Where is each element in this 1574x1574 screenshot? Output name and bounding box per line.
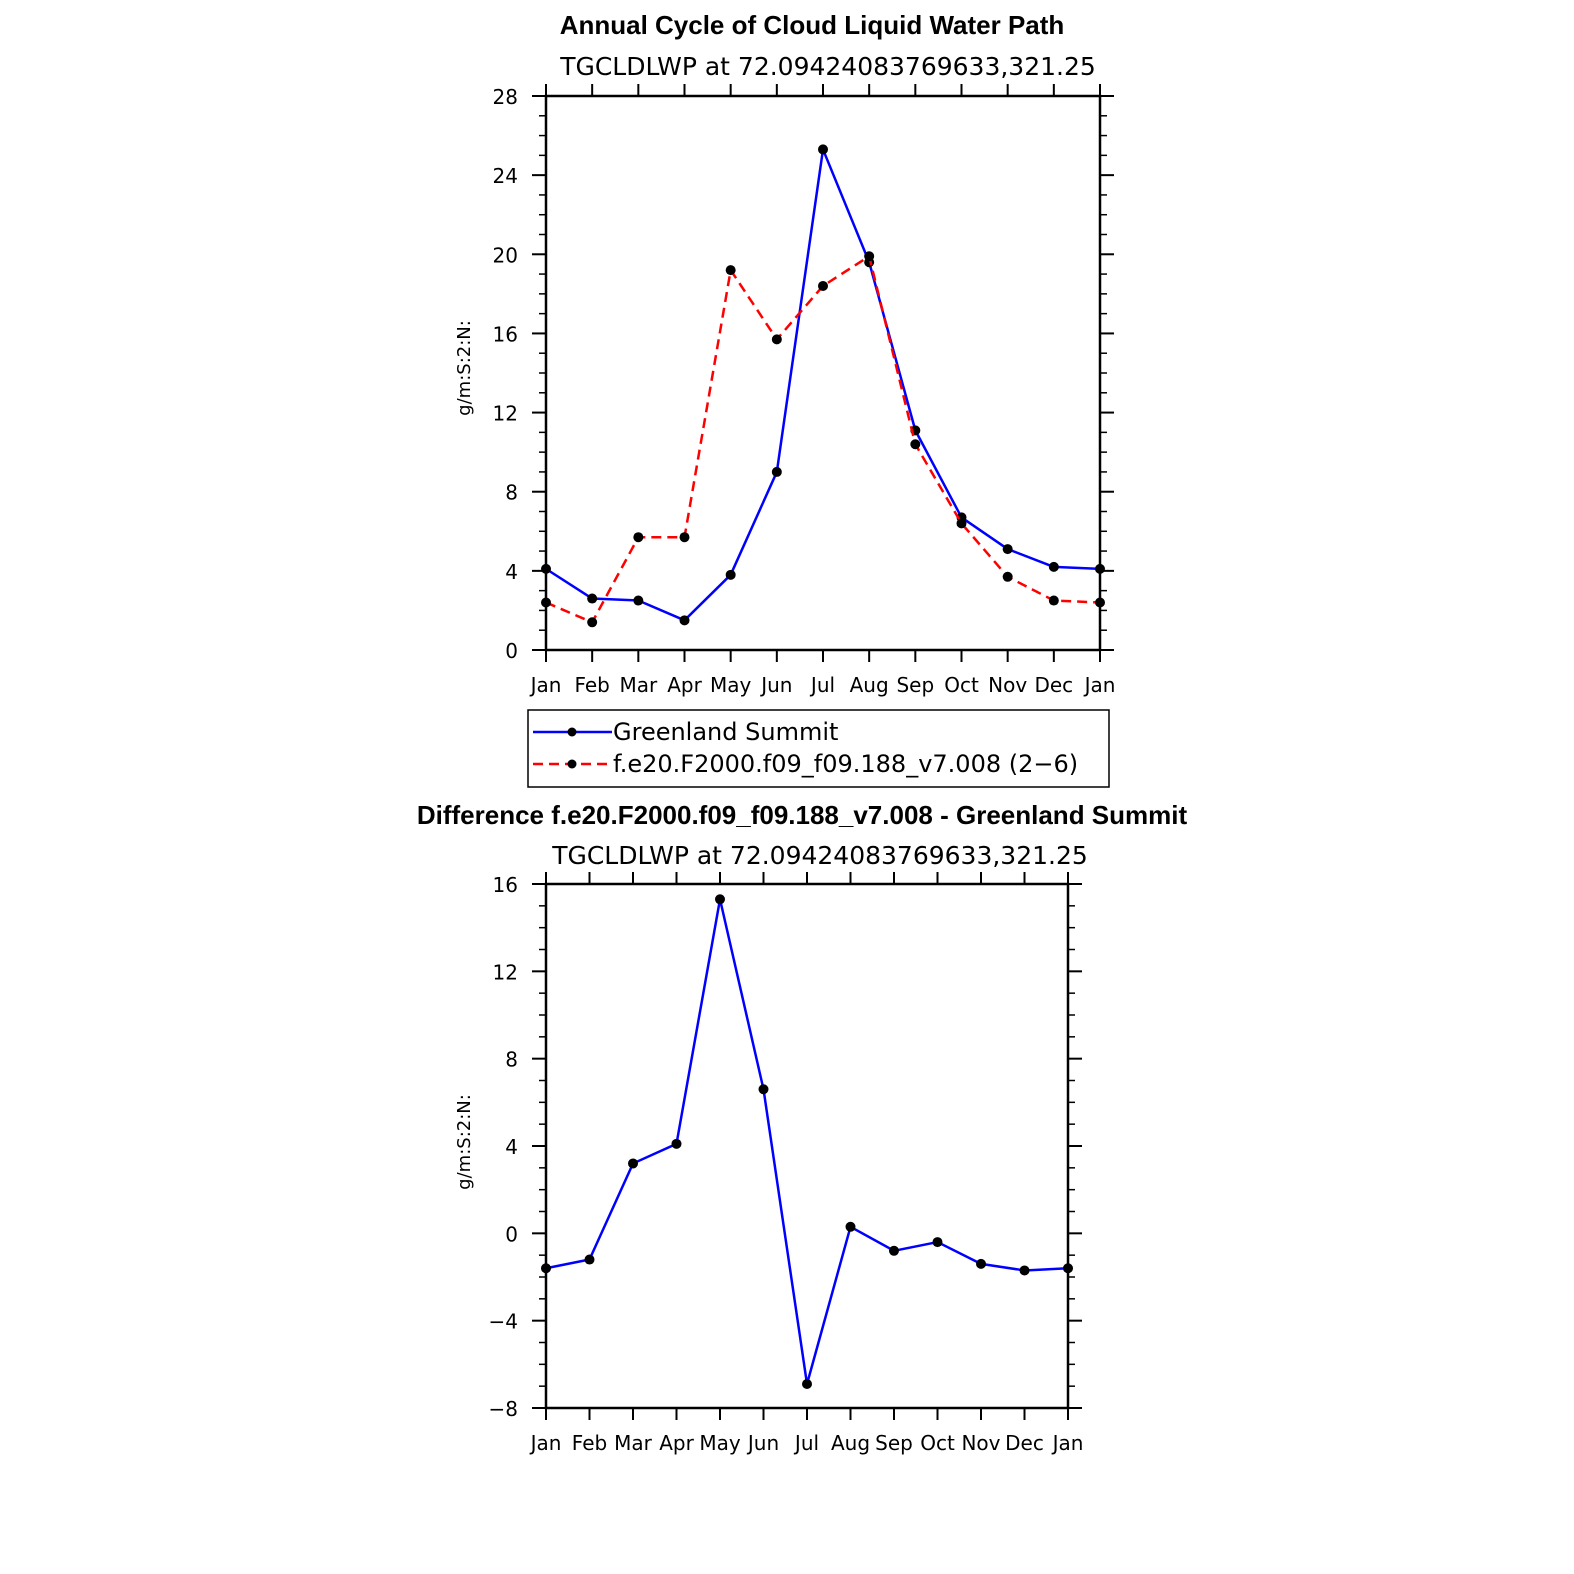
y-tick-label: 0 [505,639,518,663]
data-point [1002,571,1013,582]
data-point [889,1245,899,1256]
difference-chart: Difference f.e20.F2000.f09_f09.188_v7.00… [417,800,1188,1455]
data-point [633,595,644,606]
data-point [541,597,551,608]
series-line-0 [545,898,1069,1386]
x-tick-label: Jan [1083,673,1116,697]
y-tick-label: 4 [505,1135,518,1159]
data-point [1063,1263,1073,1274]
x-tick-label: Sep [896,673,934,697]
y-tick-label: −4 [489,1310,518,1334]
data-point [845,1221,856,1232]
data-point [541,563,551,574]
data-point [976,1258,986,1269]
series-line-1 [545,255,1101,624]
x-tick-label: Feb [572,1431,607,1455]
legend-box [527,709,1110,788]
data-point [587,593,598,604]
legend-label-greenland-summit: Greenland Summit [613,718,838,746]
x-tick-label: Sep [875,1431,913,1455]
chart-subtitle: TGCLDLWP at 72.09424083769633,321.25 [559,52,1096,81]
data-point [671,1138,682,1149]
data-point [633,532,644,543]
x-tick-label: Nov [988,673,1027,697]
data-point [628,1158,638,1169]
x-tick-label: Oct [944,673,979,697]
data-point [932,1237,943,1248]
data-point [1048,561,1059,572]
data-point [771,466,782,477]
data-point [1095,563,1105,574]
annual-cycle-chart: Annual Cycle of Cloud Liquid Water Path … [454,10,1116,788]
data-point [725,569,736,580]
y-tick-label: 12 [493,402,518,426]
y-tick-label: 16 [493,322,518,346]
x-tick-label: Aug [831,1431,870,1455]
x-tick-label: Jan [529,1431,562,1455]
legend-label-model: f.e20.F2000.f09_f09.188_v7.008 (2−6) [613,750,1078,778]
x-tick-label: May [699,1431,741,1455]
data-point [587,617,598,628]
y-tick-label: 4 [505,560,518,584]
x-tick-label: Mar [619,673,658,697]
chart-title: Annual Cycle of Cloud Liquid Water Path [560,10,1065,40]
plot-frame [544,94,1102,652]
data-point [584,1254,595,1265]
data-point [1019,1265,1030,1276]
x-tick-label: Jun [746,1431,779,1455]
data-point [541,1263,551,1274]
data-point [818,280,828,291]
x-tick-label: Apr [659,1431,694,1455]
data-point [725,265,736,276]
y-tick-label: 12 [493,960,518,984]
data-point [771,334,782,345]
x-tick-label: Nov [961,1431,1000,1455]
x-tick-label: Oct [920,1431,955,1455]
x-tick-label: Apr [667,673,702,697]
x-tick-label: Aug [850,673,889,697]
data-point [818,144,828,155]
data-point [679,532,690,543]
plot-area: Jan Feb Mar Apr May Jun Jul Aug Sep Oct Nov Dec Jan−… [489,872,1084,1455]
plot-area: Jan Feb Mar Apr May Jun Jul Aug Sep Oct Nov Dec Jan 0… [493,84,1116,697]
y-tick-label: 16 [493,873,518,897]
data-point [715,894,725,905]
x-tick-label: Mar [614,1431,653,1455]
y-tick-label: 8 [505,481,518,505]
x-tick-label: Jan [529,673,562,697]
y-axis-label: g/m:S:2:N: [454,1094,475,1190]
chart-title: Difference f.e20.F2000.f09_f09.188_v7.00… [417,800,1188,830]
legend-marker-greenland-summit [567,727,577,737]
x-tick-label: Jun [759,673,792,697]
data-point [910,439,921,450]
data-point [802,1378,812,1389]
y-tick-label: 28 [493,85,518,109]
series-line-0 [545,148,1101,622]
data-point [1002,544,1013,555]
y-tick-label: 0 [505,1222,518,1246]
x-tick-label: Dec [1005,1431,1044,1455]
data-point [1048,595,1059,606]
y-axis-label: g/m:S:2:N: [454,320,475,416]
x-tick-label: Jul [809,673,835,697]
plot-frame [544,882,1070,1410]
y-tick-label: 24 [493,164,518,188]
x-tick-label: Jul [793,1431,819,1455]
x-tick-label: Dec [1034,673,1073,697]
y-tick-label: 20 [493,243,518,267]
data-point [679,615,690,626]
x-tick-label: Jan [1051,1431,1084,1455]
data-point [864,251,875,262]
y-tick-label: −8 [489,1397,518,1421]
chart-subtitle: TGCLDLWP at 72.09424083769633,321.25 [551,841,1088,870]
y-tick-label: 8 [505,1048,518,1072]
legend: Greenland Summit f.e20.F2000.f09_f09.188… [527,709,1110,788]
legend-marker-model [567,759,577,769]
data-point [1095,597,1105,608]
data-point [758,1084,769,1095]
data-point [956,518,967,529]
x-tick-label: May [710,673,752,697]
x-tick-label: Feb [574,673,609,697]
